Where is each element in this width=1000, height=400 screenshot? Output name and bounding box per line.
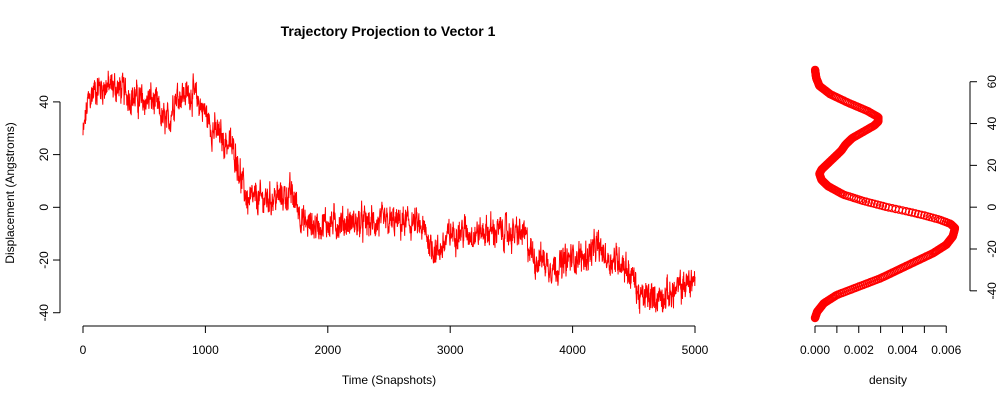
density-y-tick-label: -40 [985, 282, 999, 300]
series-line-trajectory [82, 70, 696, 314]
y-tick-label: 40 [37, 95, 51, 109]
density-point [810, 65, 820, 75]
density-x-tick-label: 0.004 [887, 343, 917, 357]
x-tick-label: 2000 [314, 343, 341, 357]
density-point [917, 210, 926, 219]
density-x-tick-label: 0.000 [800, 343, 830, 357]
y-tick-label: 0 [37, 204, 51, 211]
density-points [810, 65, 960, 323]
density-y-tick-label: 40 [985, 117, 999, 131]
density-point [920, 211, 929, 220]
density-point [911, 209, 920, 218]
y-tick-label: -20 [37, 251, 51, 269]
y-tick-label: -40 [37, 304, 51, 322]
x-tick-label: 4000 [559, 343, 586, 357]
x-tick-label: 1000 [192, 343, 219, 357]
density-y-tick-label: 20 [985, 158, 999, 172]
density-point [884, 203, 893, 212]
density-y-tick-label: 60 [985, 75, 999, 89]
x-tick-label: 5000 [682, 343, 709, 357]
x-tick-label: 3000 [437, 343, 464, 357]
density-x-tick-label: 0.002 [844, 343, 874, 357]
density-y-tick-label: 0 [985, 204, 999, 211]
main-axes: 0 1000 2000 3000 4000 5000 -40 -20 0 20 40 [37, 95, 708, 357]
density-x-tick-label: 0.006 [931, 343, 961, 357]
x-tick-label: 0 [80, 343, 87, 357]
density-axes: 0.000 0.002 0.004 0.006 -40 -20 0 20 40 60 [800, 75, 999, 357]
y-tick-label: 20 [37, 148, 51, 162]
chart-title: Trajectory Projection to Vector 1 [281, 23, 496, 39]
density-y-tick-label: -20 [985, 240, 999, 258]
x-axis-label: Time (Snapshots) [342, 373, 436, 387]
density-x-axis-label: density [869, 373, 907, 387]
y-axis-label: Displacement (Angstroms) [3, 122, 17, 263]
